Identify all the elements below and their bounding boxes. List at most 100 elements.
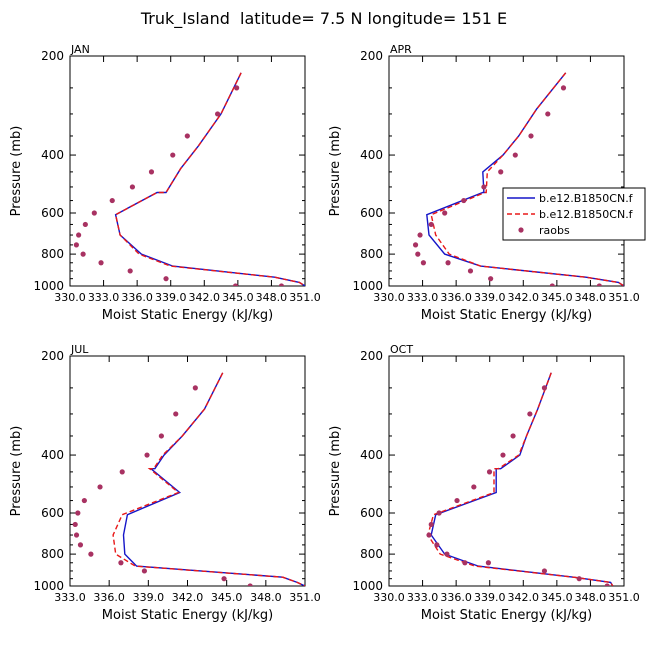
panel-title: OCT <box>390 343 413 356</box>
raobs-point <box>73 242 79 248</box>
raobs-point <box>129 184 136 190</box>
model-solid-line <box>114 72 305 286</box>
y-tick-label: 1000 <box>33 579 64 593</box>
legend-label: b.e12.B1850CN.f <box>539 192 634 205</box>
y-axis-label: Pressure (mb) <box>9 126 24 217</box>
x-tick-label: 342.0 <box>189 291 221 304</box>
x-axis-label: Moist Static Energy (kJ/kg) <box>421 308 592 323</box>
x-tick-label: 336.0 <box>440 591 472 604</box>
raobs-point <box>184 133 190 139</box>
raobs-point <box>445 260 451 266</box>
plot-frame <box>388 355 625 587</box>
raobs-point <box>467 268 474 274</box>
raobs-point <box>278 283 285 286</box>
raobs-point <box>434 542 440 548</box>
raobs-point <box>412 242 419 248</box>
panel-title: JUL <box>70 343 89 356</box>
raobs-point <box>91 210 97 216</box>
raobs-point <box>528 133 534 139</box>
raobs-point <box>596 283 602 286</box>
legend-label: raobs <box>539 224 570 237</box>
y-tick-label: 400 <box>41 148 64 162</box>
raobs-point <box>486 469 493 475</box>
x-tick-label: 351.0 <box>608 591 640 604</box>
x-tick-label: 342.0 <box>508 591 540 604</box>
series-group <box>412 72 624 286</box>
raobs-point <box>170 152 176 158</box>
x-tick-label: 345.0 <box>222 291 254 304</box>
x-tick-label: 330.0 <box>373 291 405 304</box>
raobs-point <box>76 232 82 238</box>
x-tick-label: 351.0 <box>608 291 640 304</box>
y-tick-label: 800 <box>41 247 64 261</box>
y-tick-label: 400 <box>360 148 383 162</box>
model-solid-line <box>122 372 305 586</box>
raobs-point <box>221 576 227 582</box>
x-tick-label: 330.0 <box>373 591 405 604</box>
y-tick-label: 600 <box>360 506 383 520</box>
y-tick-label: 1000 <box>352 579 383 593</box>
x-tick-label: 333.0 <box>407 291 439 304</box>
raobs-point <box>428 521 434 528</box>
raobs-point <box>417 232 423 238</box>
y-axis-label: Pressure (mb) <box>9 426 24 517</box>
raobs-point <box>471 484 477 490</box>
series-group <box>73 72 305 286</box>
raobs-point <box>485 560 492 566</box>
model-solid-line <box>426 72 624 286</box>
raobs-point <box>488 276 494 282</box>
raobs-point <box>234 85 240 91</box>
raobs-point <box>77 542 84 548</box>
raobs-point <box>415 251 421 257</box>
raobs-point <box>444 551 450 557</box>
y-tick-label: 200 <box>360 349 383 363</box>
x-tick-label: 333.0 <box>54 591 86 604</box>
raobs-point <box>442 210 448 216</box>
raobs-point <box>232 283 239 286</box>
raobs-point <box>72 521 78 528</box>
y-tick-label: 400 <box>360 448 383 462</box>
model-dashed-line <box>112 372 305 586</box>
series-group <box>72 372 305 586</box>
x-tick-label: 342.0 <box>508 291 540 304</box>
raobs-point <box>247 583 253 586</box>
y-tick-label: 1000 <box>33 279 64 293</box>
raobs-point <box>604 583 610 586</box>
x-axis-label: Moist Static Energy (kJ/kg) <box>102 308 273 323</box>
x-tick-label: 330.0 <box>54 291 86 304</box>
y-tick-label: 200 <box>360 49 383 63</box>
x-tick-label: 348.0 <box>256 291 288 304</box>
plot-frame <box>69 355 306 587</box>
x-tick-label: 339.0 <box>474 291 506 304</box>
plot-frame <box>388 55 625 287</box>
raobs-point <box>88 551 94 557</box>
legend-label: b.e12.B1850CN.f <box>539 208 634 221</box>
x-tick-label: 339.0 <box>155 291 187 304</box>
raobs-point <box>192 385 198 391</box>
raobs-point <box>527 411 533 417</box>
x-tick-label: 336.0 <box>93 591 125 604</box>
model-dashed-line <box>430 72 624 286</box>
raobs-point <box>481 184 487 190</box>
x-tick-label: 351.0 <box>289 591 321 604</box>
x-tick-label: 342.0 <box>172 591 204 604</box>
y-tick-label: 200 <box>41 49 64 63</box>
y-tick-label: 800 <box>360 547 383 561</box>
raobs-point <box>98 260 104 266</box>
y-tick-label: 800 <box>360 247 383 261</box>
model-solid-line <box>430 372 614 586</box>
raobs-point <box>454 497 460 504</box>
raobs-point <box>462 560 468 566</box>
raobs-point <box>118 560 124 566</box>
plot-frame <box>69 55 306 287</box>
raobs-point <box>500 452 506 458</box>
legend-marker <box>518 227 524 233</box>
raobs-point <box>541 385 548 391</box>
x-tick-label: 333.0 <box>88 291 120 304</box>
raobs-point <box>82 221 88 228</box>
raobs-point <box>461 197 467 204</box>
